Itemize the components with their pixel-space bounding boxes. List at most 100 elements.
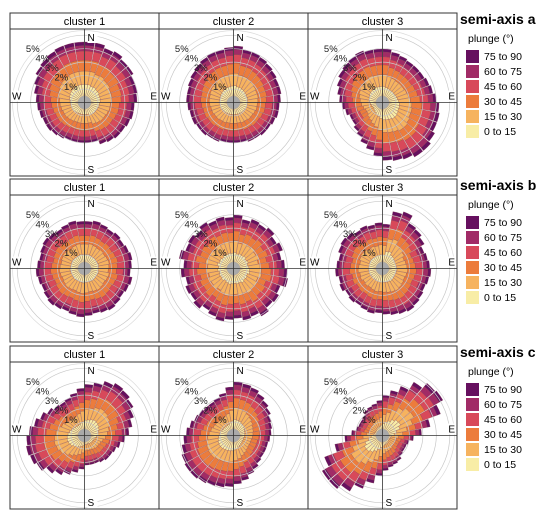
rose-bar-segment bbox=[189, 109, 195, 118]
radial-tick-label: 1% bbox=[213, 415, 227, 426]
rose-bar-segment bbox=[422, 252, 428, 261]
rose-bar-segment bbox=[76, 221, 85, 225]
rose-bar-segment bbox=[224, 50, 234, 57]
north-label: N bbox=[237, 199, 244, 210]
rose-bar-segment bbox=[106, 228, 114, 236]
rose-bar-segment bbox=[115, 429, 123, 436]
rose-bar-segment bbox=[37, 260, 41, 269]
west-label: W bbox=[161, 425, 171, 436]
rose-bar-segment bbox=[30, 454, 38, 465]
rose-bar-segment bbox=[433, 112, 440, 123]
rose-bar-segment bbox=[118, 124, 126, 133]
radial-tick-label: 2% bbox=[54, 405, 68, 416]
rose-bar-segment bbox=[276, 242, 283, 252]
rose-bar-segment bbox=[233, 49, 243, 56]
rose-bar-segment bbox=[194, 102, 203, 110]
radial-tick-label: 3% bbox=[194, 229, 208, 240]
rose-bar-segment bbox=[376, 469, 383, 474]
legend-swatch bbox=[466, 216, 479, 229]
radial-tick-label: 1% bbox=[213, 248, 227, 259]
rose-bar-segment bbox=[117, 239, 125, 247]
legend-label: 30 to 45 bbox=[484, 261, 522, 274]
rose-bar-segment bbox=[359, 225, 368, 232]
rose-bar-segment bbox=[125, 427, 130, 436]
rose-bar-segment bbox=[360, 304, 369, 311]
rose-bar-segment bbox=[356, 430, 362, 436]
south-label-bg bbox=[87, 497, 98, 508]
rose-bar-segment bbox=[38, 268, 45, 277]
radial-tick-label: 2% bbox=[54, 238, 68, 249]
rose-bar-segment bbox=[258, 451, 264, 458]
rose-bar-segment bbox=[255, 457, 262, 464]
rose-bar-segment bbox=[264, 429, 270, 436]
rose-bar-segment bbox=[412, 148, 423, 158]
rose-bar-segment bbox=[226, 224, 234, 234]
north-label: N bbox=[88, 199, 95, 210]
rose-bar-segment bbox=[233, 389, 242, 399]
legend-label: 0 to 15 bbox=[484, 291, 517, 304]
rose-bar-segment bbox=[84, 391, 92, 401]
rose-bar-segment bbox=[398, 307, 407, 315]
rose-bar-segment bbox=[282, 277, 288, 288]
rose-bar-segment bbox=[224, 482, 234, 487]
rose-bar-segment bbox=[29, 426, 34, 436]
rose-bar-segment bbox=[271, 293, 279, 303]
radial-tick-label: 2% bbox=[203, 405, 217, 416]
rose-bar-segment bbox=[400, 447, 405, 452]
rose-bar-segment bbox=[118, 102, 127, 110]
legend-label: 30 to 45 bbox=[484, 428, 522, 441]
rose-bar-segment bbox=[349, 113, 355, 120]
south-label: S bbox=[237, 498, 244, 509]
rose-bar-segment bbox=[424, 383, 435, 394]
north-label: N bbox=[88, 33, 95, 44]
rose-bar-segment bbox=[44, 102, 53, 110]
rose-bar-segment bbox=[122, 245, 129, 254]
rose-bar-segment bbox=[251, 463, 259, 470]
rose-bar-segment bbox=[78, 136, 85, 141]
west-label: W bbox=[310, 92, 320, 103]
radial-tick-label: 2% bbox=[203, 238, 217, 249]
radial-tick-label: 4% bbox=[333, 53, 347, 64]
rose-bar-segment bbox=[39, 110, 45, 119]
rose-bar-segment bbox=[354, 481, 365, 489]
radial-tick-label: 1% bbox=[64, 415, 78, 426]
east-label: E bbox=[150, 92, 157, 103]
rose-bar-segment bbox=[399, 386, 409, 393]
rose-bar-segment bbox=[117, 290, 125, 298]
north-label: N bbox=[237, 33, 244, 44]
rose-bar-segment bbox=[339, 283, 346, 292]
rose-panel-3-1: cluster 1 N S W E 1%2%3%4%5% bbox=[9, 345, 160, 510]
legend-item: 0 to 15 bbox=[466, 124, 550, 139]
radial-tick-label: 5% bbox=[175, 44, 189, 55]
rose-bar-segment bbox=[126, 268, 131, 277]
rose-bar-segment bbox=[338, 275, 344, 284]
rose-bar-segment bbox=[181, 444, 188, 454]
rose-bar-segment bbox=[340, 237, 348, 246]
radial-tick-label: 3% bbox=[45, 396, 59, 407]
radial-tick-label: 2% bbox=[54, 72, 68, 83]
rose-bar-segment bbox=[265, 95, 274, 103]
rose-bar-segment bbox=[264, 299, 273, 308]
legend-label: 75 to 90 bbox=[484, 50, 522, 63]
rose-bar-segment bbox=[188, 234, 196, 244]
radial-tick-label: 5% bbox=[26, 377, 40, 388]
rose-bar-segment bbox=[113, 297, 121, 305]
rose-bar-segment bbox=[103, 381, 114, 389]
rose-bar-segment bbox=[416, 290, 424, 299]
legend-label: 60 to 75 bbox=[484, 231, 522, 244]
legend-item: 0 to 15 bbox=[466, 290, 550, 305]
rose-bar-segment bbox=[267, 435, 270, 442]
legend-swatch bbox=[466, 125, 479, 138]
rose-bar-segment bbox=[99, 224, 108, 231]
rose-bar-segment bbox=[337, 86, 343, 95]
south-label-bg bbox=[236, 330, 247, 341]
rose-bar-segment bbox=[112, 435, 119, 442]
rose-bar-segment bbox=[193, 428, 202, 436]
legend-item: 15 to 30 bbox=[466, 442, 550, 457]
north-label-bg bbox=[236, 198, 247, 209]
rose-bar-segment bbox=[208, 310, 217, 317]
rose-bar-segment bbox=[203, 405, 210, 412]
radial-tick-label: 4% bbox=[184, 219, 198, 230]
rose-bar-segment bbox=[94, 459, 100, 464]
rose-bar-segment bbox=[77, 228, 85, 237]
